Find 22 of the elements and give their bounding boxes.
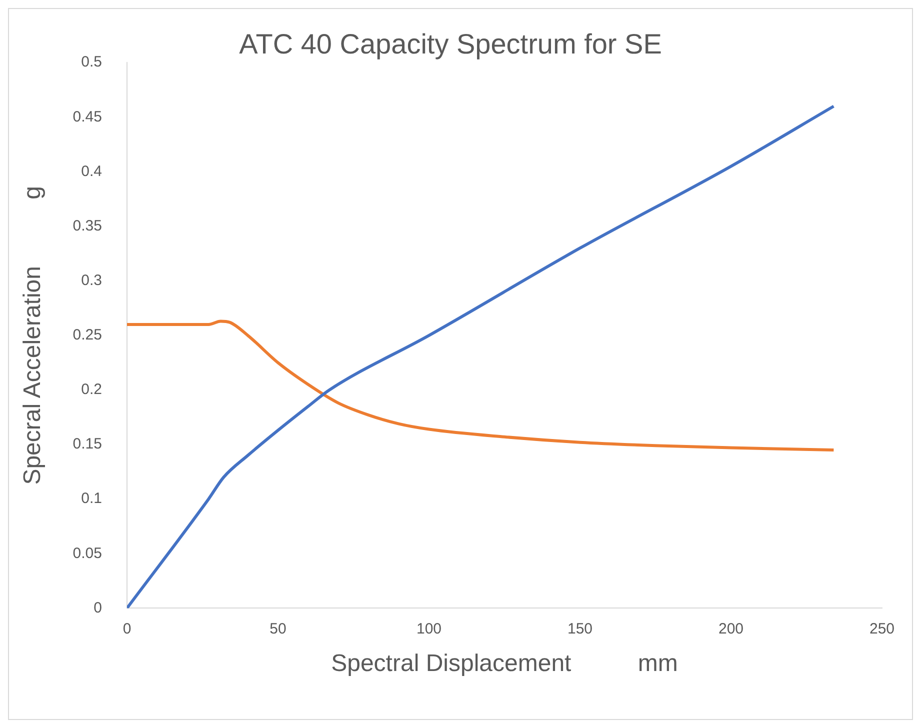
- x-tick-label: 200: [718, 620, 744, 638]
- y-axis-title: Specral Acceleration g: [19, 186, 46, 485]
- y-tick-label: 0.05: [72, 544, 102, 562]
- line-series: [126, 104, 836, 608]
- y-tick-label: 0.4: [81, 162, 102, 180]
- y-tick-label: 0.45: [72, 108, 102, 126]
- x-tick-label: 0: [122, 620, 132, 638]
- x-tick-label: 150: [567, 620, 593, 638]
- x-tick-label: 100: [416, 620, 442, 638]
- y-tick-label: 0.15: [72, 436, 102, 453]
- y-tick-label: 0.2: [81, 381, 102, 398]
- x-axis-title: Spectral Displacement mm: [331, 650, 678, 678]
- chart-title: ATC 40 Capacity Spectrum for SE: [239, 28, 662, 60]
- line-series: [126, 320, 836, 452]
- y-tick-label: 0.25: [72, 326, 102, 344]
- y-tick-label: 0.3: [81, 272, 102, 289]
- x-tick-label: 250: [869, 620, 895, 638]
- x-tick-label: 50: [270, 620, 286, 638]
- y-tick-label: 0.1: [81, 490, 102, 508]
- y-tick-label: 0: [94, 599, 102, 616]
- y-tick-label: 0.5: [81, 54, 102, 71]
- y-tick-label: 0.35: [72, 217, 102, 234]
